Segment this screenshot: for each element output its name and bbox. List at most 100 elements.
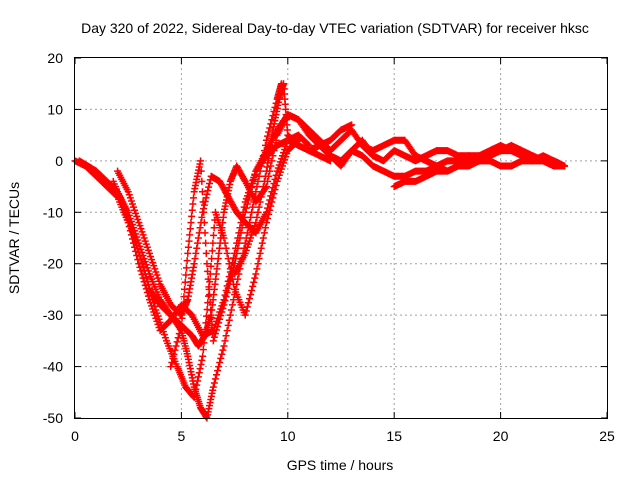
data-point [278,152,286,160]
data-point [124,188,132,196]
axis-ticks [74,57,608,419]
data-point [249,228,257,236]
data-point [188,212,196,220]
data-point [251,171,259,179]
data-point [198,177,206,185]
data-point [241,311,249,319]
data-point [142,240,150,248]
data-point [283,139,291,147]
data-point [270,190,278,198]
data-point [210,333,218,341]
data-point [120,203,128,211]
data-point [277,155,285,163]
data-point [202,239,210,247]
data-point [177,321,185,329]
data-point [168,358,176,366]
y-tick-label: -40 [43,359,63,375]
data-point [193,381,201,389]
data-point [191,255,199,263]
data-point [224,284,232,292]
data-point [226,276,234,284]
data-point [255,172,263,180]
data-point [132,238,140,246]
data-point [265,210,273,218]
data-point [126,222,134,230]
data-point [207,314,215,322]
data-point [145,249,153,257]
data-point [152,306,160,314]
data-point [249,203,257,211]
data-point [217,354,225,362]
data-point [245,295,253,303]
data-point [225,316,233,324]
data-point [209,239,217,247]
data-point [183,264,191,272]
data-point [211,330,219,338]
data-point [153,309,161,317]
data-point [218,308,226,316]
data-point [153,271,161,279]
data-point [198,356,206,364]
grid-lines [75,58,607,418]
data-point [243,243,251,251]
data-point [191,389,199,397]
data-point [197,361,205,369]
data-point [210,231,218,239]
data-point [195,369,203,377]
data-point [194,239,202,247]
data-point [220,342,228,350]
data-point [254,208,262,216]
data-point [169,354,177,362]
data-point [158,325,166,333]
data-point [282,142,290,150]
data-point [273,177,281,185]
data-point [225,280,233,288]
data-point [136,252,144,260]
data-point [157,321,165,329]
data-point [241,249,249,257]
chart-title: Day 320 of 2022, Sidereal Day-to-day VTE… [81,20,589,36]
data-point [150,262,158,270]
data-point [180,293,188,301]
data-point [247,291,255,299]
data-point [144,246,152,254]
data-point [272,182,280,190]
data-point [203,190,211,198]
data-point [161,334,169,342]
data-point [275,161,283,169]
data-point [202,249,210,257]
data-point [240,176,248,184]
data-point [234,244,242,252]
data-point [167,363,175,371]
data-point [194,377,202,385]
data-point [172,342,180,350]
data-point [245,237,253,245]
data-point [247,188,255,196]
data-point [216,315,224,323]
data-point [144,281,152,289]
data-point [199,346,207,354]
data-point [250,225,258,233]
data-point [219,304,227,312]
data-point [258,239,266,247]
data-point [245,192,253,200]
data-point [252,219,260,227]
data-point [263,219,271,227]
data-point [214,367,222,375]
data-point [178,314,186,322]
data-point [132,209,140,217]
x-tick-label: 15 [386,428,402,444]
data-point [194,234,202,242]
data-point [204,267,212,275]
data-point [203,260,211,268]
data-point [147,253,155,261]
series-track-4 [109,136,302,401]
data-point [198,213,206,221]
data-point [269,152,277,160]
data-point [282,153,290,161]
data-point [140,255,148,263]
data-point [248,184,256,192]
data-point [220,301,228,309]
data-point [194,373,202,381]
data-point [223,327,231,335]
